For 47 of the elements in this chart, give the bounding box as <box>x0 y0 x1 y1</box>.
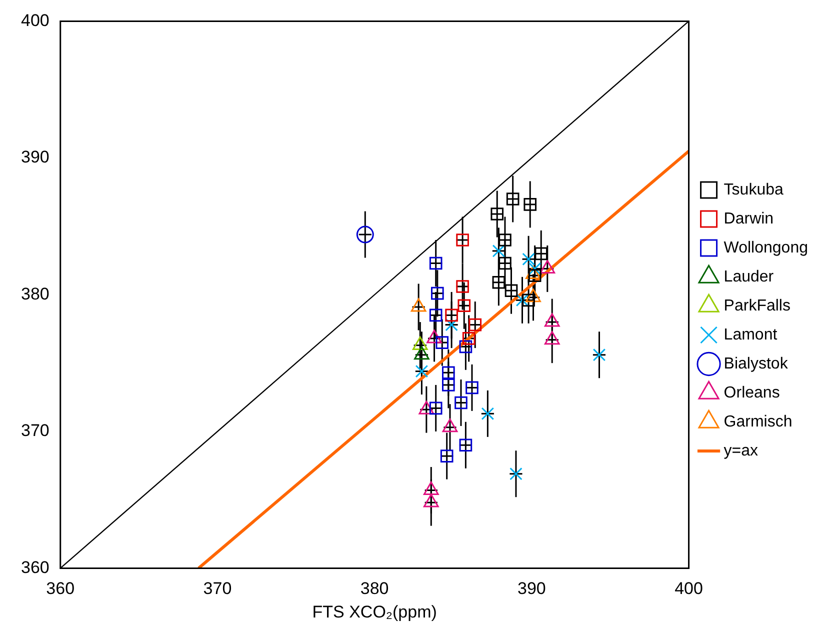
x-tick-label: 360 <box>46 579 75 598</box>
point <box>356 226 374 244</box>
y-tick-label: 390 <box>20 148 50 167</box>
point <box>592 348 606 362</box>
legend-label: Tsukuba <box>724 181 784 198</box>
point <box>524 198 537 211</box>
point <box>442 378 455 392</box>
point <box>466 381 478 394</box>
y-tick-label: 370 <box>20 421 50 440</box>
legend-label: Orleans <box>724 384 780 402</box>
x-tick-label: 380 <box>360 579 389 598</box>
legend-label: Garmisch <box>724 413 792 430</box>
point <box>481 407 494 420</box>
x-axis-title: FTS XCO₂(ppm) <box>312 602 437 622</box>
point <box>522 252 535 266</box>
y-tick-label: 400 <box>20 10 50 30</box>
point <box>456 280 469 293</box>
point <box>442 366 455 380</box>
x-tick-label: 400 <box>674 579 703 598</box>
legend-label: Bialystok <box>724 355 789 372</box>
point <box>459 438 472 452</box>
legend-label: Wollongong <box>724 239 808 256</box>
legend-label: ParkFalls <box>724 297 790 314</box>
y-tick-label: 360 <box>20 558 50 577</box>
y-tick-label: 380 <box>20 284 50 304</box>
x-tick-label: 370 <box>203 579 232 598</box>
point <box>429 256 442 270</box>
x-tick-label: 390 <box>517 579 546 598</box>
legend-label: Lauder <box>724 268 774 286</box>
point <box>436 336 449 349</box>
point <box>492 276 506 289</box>
point <box>510 467 522 480</box>
point <box>415 364 428 378</box>
legend-label: y=ax <box>724 442 758 460</box>
point <box>506 192 520 206</box>
point <box>504 284 518 298</box>
point <box>440 450 454 462</box>
legend-label: Darwin <box>724 210 774 228</box>
legend-label: Lamont <box>724 326 778 344</box>
point <box>454 396 468 410</box>
point <box>498 256 512 270</box>
point <box>462 332 476 345</box>
point <box>492 244 506 258</box>
point <box>456 234 469 246</box>
point <box>445 318 458 332</box>
point <box>431 286 444 300</box>
point <box>458 299 471 312</box>
